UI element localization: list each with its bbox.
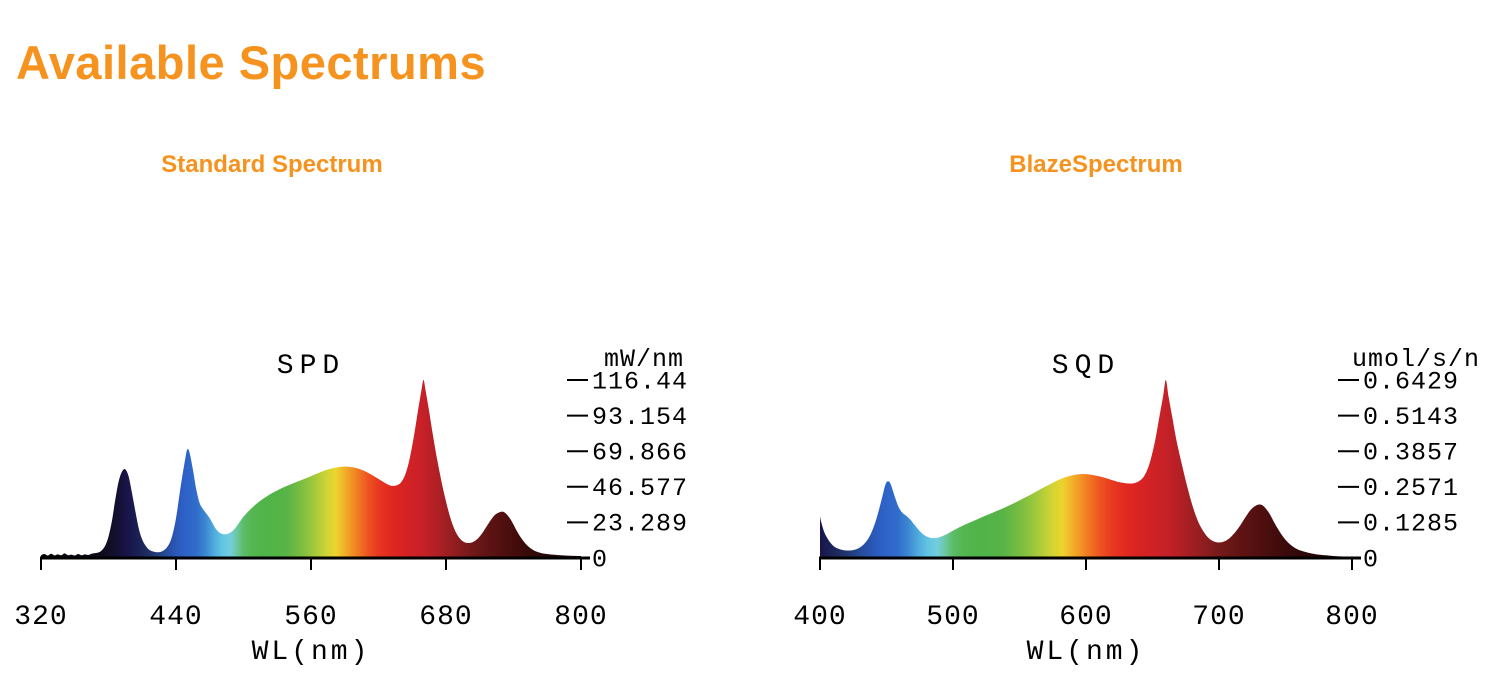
x-tick-label: 800 [554,602,607,633]
spectrum-figure-standard: 320 440 560 680 800 116.44 93.154 69.866 46.577 2… [0,335,760,675]
x-tick-label: 440 [149,602,202,633]
x-tick-label: 320 [14,602,67,633]
y-tick-label: 46.577 [592,474,688,503]
x-tick-label: 800 [1325,602,1378,633]
x-tick-label: 700 [1192,602,1245,633]
y-tick-label: 0 [1363,545,1379,574]
spd-chart: 320 440 560 680 800 116.44 93.154 69.866 46.577 2… [14,345,688,668]
y-tick-label: 69.866 [592,438,688,467]
y-tick-label: 0.1285 [1363,510,1459,539]
x-tick-label: 500 [926,602,979,633]
spectrum-figure-blaze: 400 500 600 700 800 0.6429 0.5143 0.3857 0.2571 0… [760,335,1512,675]
y-unit-label: mW/nm [604,345,684,374]
y-tick-label: 0.3857 [1363,438,1459,467]
x-tick-label: 400 [793,602,846,633]
x-tick-label: 600 [1059,602,1112,633]
y-tick-label: 116.44 [592,367,688,396]
y-tick-label: 23.289 [592,510,688,539]
y-unit-label: umol/s/n [1352,345,1480,374]
y-tick-label: 0.5143 [1363,403,1459,432]
chart-heading-blaze-spectrum: BlazeSpectrum [1009,151,1183,178]
y-tick-label: 0.2571 [1363,474,1459,503]
x-tick-label: 680 [419,602,472,633]
sqd-chart: 400 500 600 700 800 0.6429 0.5143 0.3857 0.2571 0… [793,345,1480,668]
x-axis-label: WL(nm) [1027,637,1146,668]
chart-title: SQD [1052,351,1120,382]
chart-heading-standard-spectrum: Standard Spectrum [161,151,383,178]
chart-title: SPD [277,351,345,382]
x-axis-label: WL(nm) [252,637,371,668]
spectrum-curve [820,379,1352,558]
spectrum-curve [41,380,581,558]
y-tick-label: 93.154 [592,403,688,432]
x-tick-label: 560 [284,602,337,633]
y-tick-label: 0 [592,545,608,574]
page-title: Available Spectrums [16,36,487,90]
y-tick-label: 0.6429 [1363,367,1459,396]
